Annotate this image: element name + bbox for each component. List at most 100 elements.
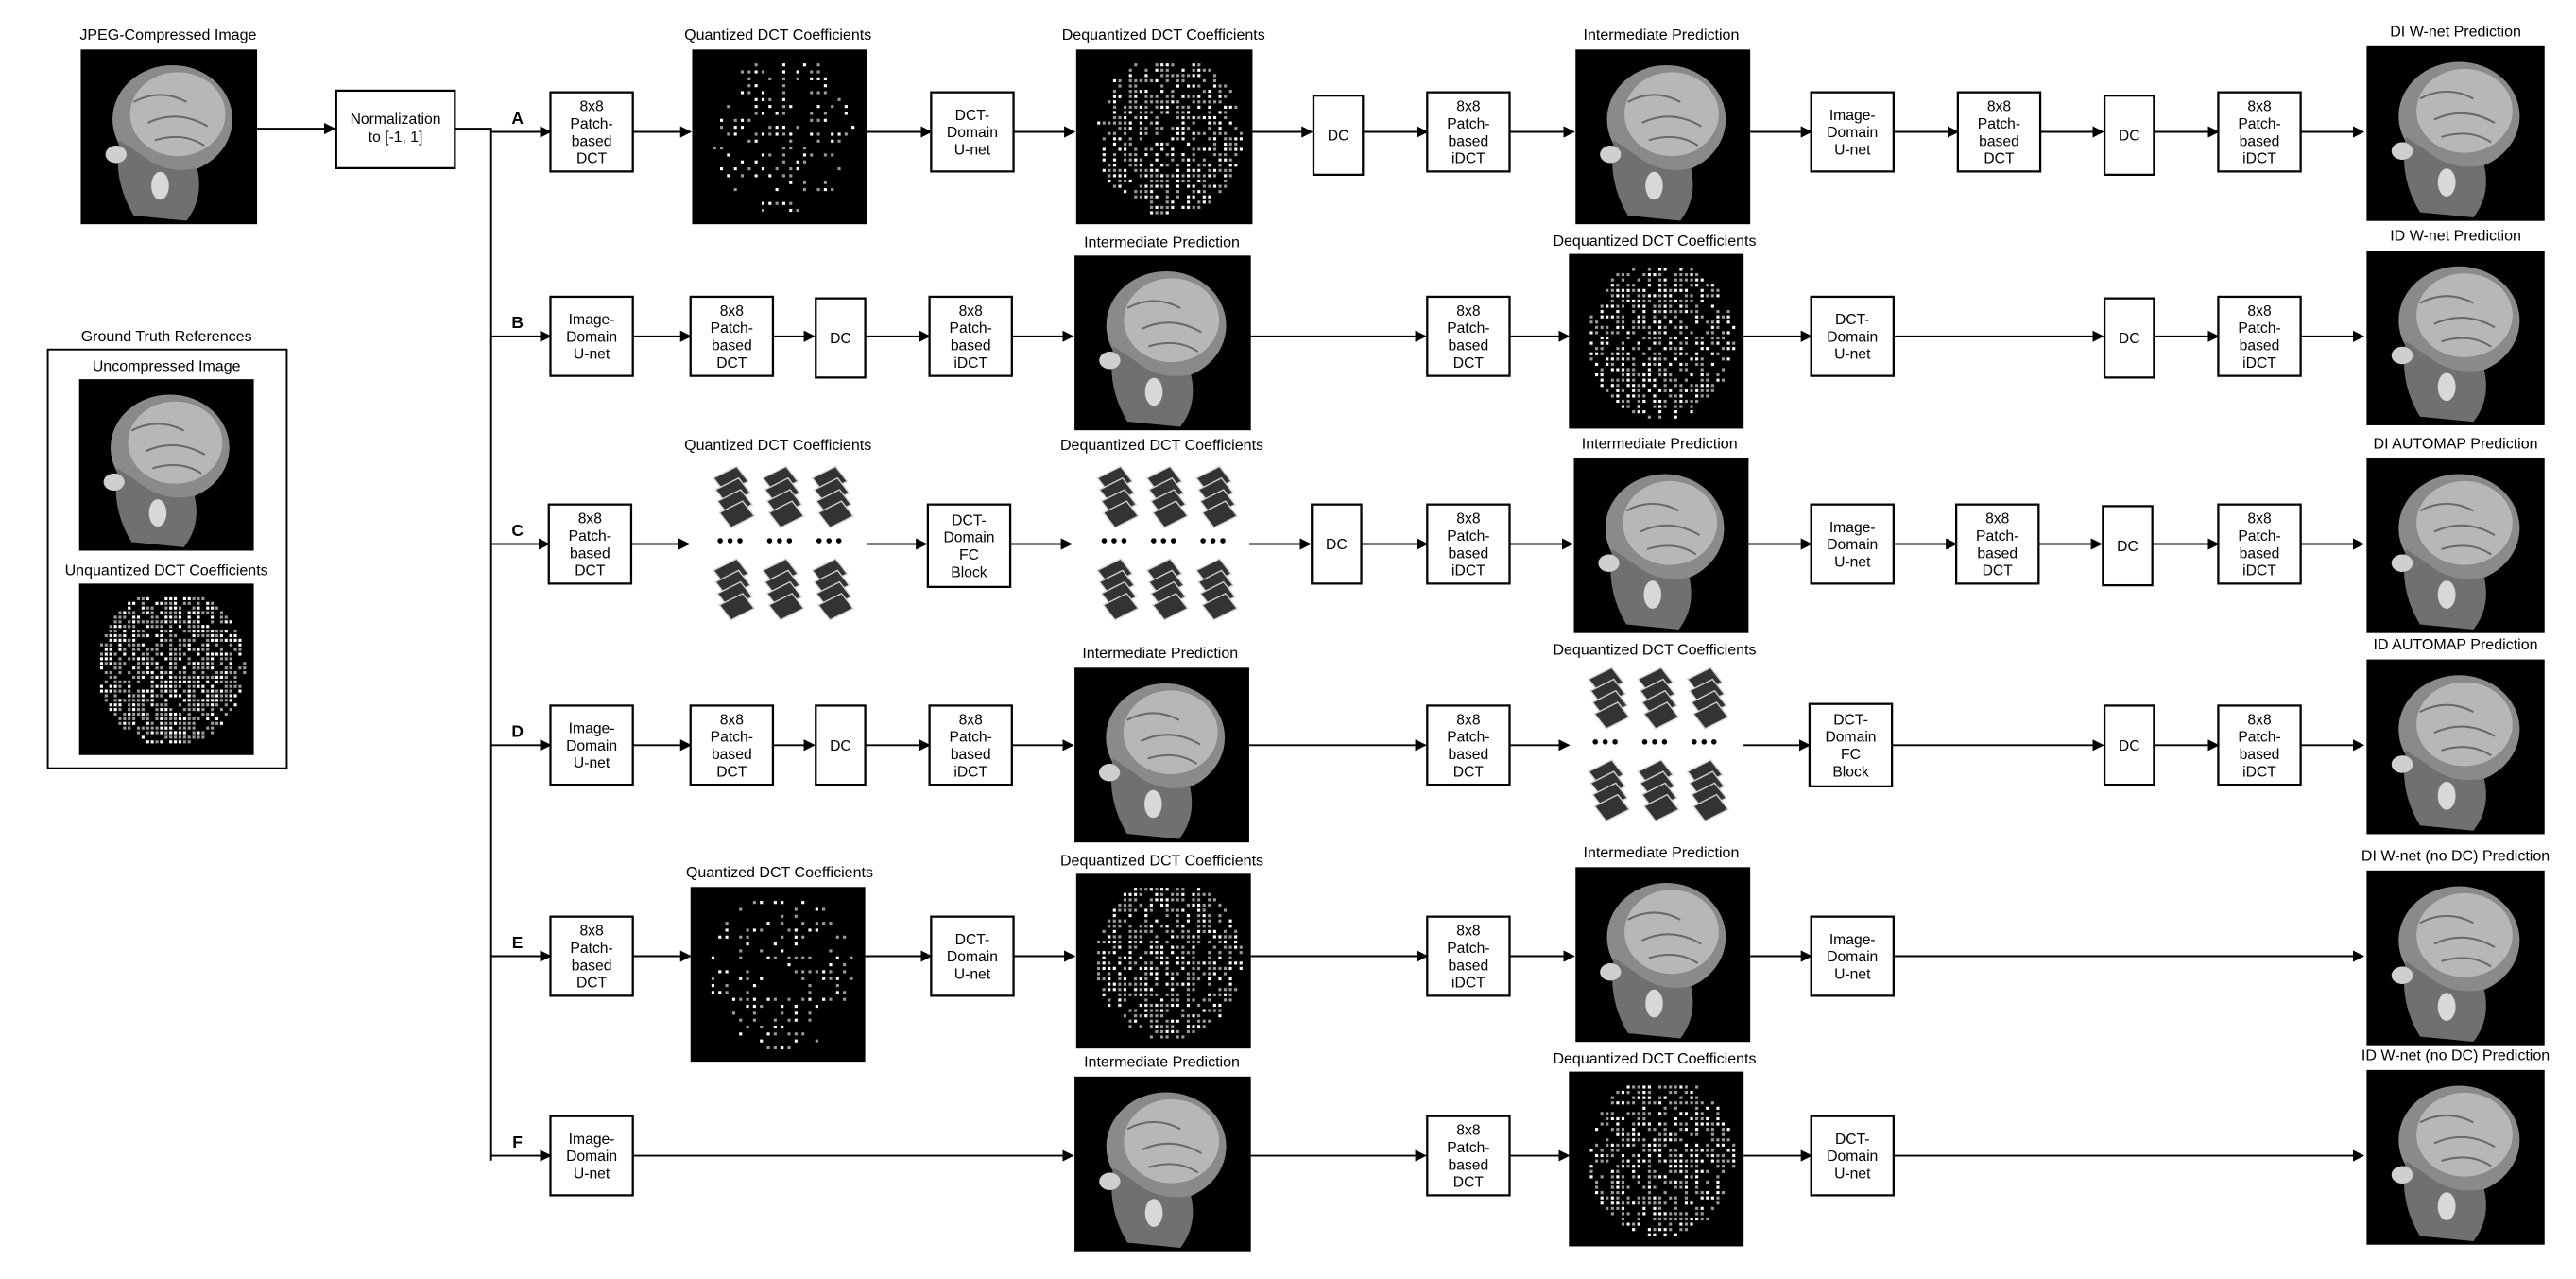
lane-label-d: D <box>511 722 524 741</box>
lane-label-b: B <box>511 313 524 332</box>
lane-b-dct2-block-label-line: based <box>1449 338 1489 354</box>
lane-c-dc-block-label-line: DC <box>1326 537 1348 553</box>
lane-f-dct-block-label-line: DCT <box>1453 1175 1485 1191</box>
lane-b-intermediate-caption: Intermediate Prediction <box>1084 234 1240 251</box>
output-caption-b: ID W-net Prediction <box>2390 228 2521 245</box>
lane-b-dct2-block-label-line: Patch- <box>1447 320 1489 337</box>
lane-d-image-unet-block-label-line: Image- <box>569 721 615 737</box>
lane-b-image-unet-block-label-line: U-net <box>574 347 610 363</box>
lane-f-image-unet-block-label-line: Domain <box>566 1149 617 1165</box>
lane-b-dct-block-label-line: Patch- <box>711 320 753 337</box>
lane-c-idct-block-label-line: iDCT <box>1451 563 1485 579</box>
lane-a-idct2-block-label-line: Patch- <box>2238 116 2280 132</box>
lane-d-idct2-block-label-line: 8x8 <box>2247 712 2272 728</box>
lane-a-quantized-caption: Quantized DCT Coefficients <box>684 26 871 43</box>
lane-b-dc-block: DC <box>815 297 867 379</box>
lane-c-dct-fc-block-label-line: FC <box>959 547 979 563</box>
lane-c-idct-block-label-line: based <box>1449 545 1489 562</box>
lane-b-dequantized-coefficients <box>1569 253 1744 429</box>
lane-b-image-unet-block-label-line: Image- <box>569 312 615 328</box>
lane-e-dequantized-caption: Dequantized DCT Coefficients <box>1060 853 1263 870</box>
output-caption-a: DI W-net Prediction <box>2390 23 2521 40</box>
lane-f-dequantized-caption: Dequantized DCT Coefficients <box>1553 1050 1756 1067</box>
lane-b-image-unet-block: Image-Domain U-net <box>549 295 634 377</box>
lane-d-image-unet-block-label-line: U-net <box>574 755 610 771</box>
lane-c-dct-fc-block-label-line: Domain <box>943 530 994 546</box>
lane-a-quantized-coefficients <box>692 49 867 225</box>
lane-c-image-unet-block-label-line: Domain <box>1827 537 1878 553</box>
lane-e-dct-block-label-line: 8x8 <box>579 924 604 940</box>
lane-f-intermediate-prediction <box>1074 1076 1251 1252</box>
lane-a-idct-block-label-line: based <box>1449 133 1489 149</box>
lane-d-dct2-block-label-line: DCT <box>1453 764 1485 780</box>
lane-c-intermediate-prediction <box>1573 458 1749 633</box>
input-caption: JPEG-Compressed Image <box>79 26 256 43</box>
lane-f-dct-unet-block-label-line: DCT- <box>1835 1132 1870 1148</box>
lane-f-image-unet-block-label-line: Image- <box>569 1132 615 1148</box>
output-caption-f: ID W-net (no DC) Prediction <box>2361 1046 2550 1063</box>
lane-b-dct-unet-block-label-line: Domain <box>1827 329 1878 345</box>
lane-c-dequantized-coefficient-stacks <box>1096 465 1239 621</box>
normalization-label-line: Normalization <box>351 112 441 128</box>
lane-f-dequantized-coefficients <box>1569 1071 1744 1247</box>
lane-b-dct2-block-label-line: 8x8 <box>1456 303 1481 320</box>
lane-b-dc-block-label-line: DC <box>830 331 851 347</box>
lane-e-image-unet-block-label-line: U-net <box>1834 966 1871 982</box>
lane-a-idct-block-label-line: 8x8 <box>1456 99 1481 115</box>
lane-a-dct2-block-label-line: Patch- <box>1978 116 2020 132</box>
lane-d-dc-block-label-line: DC <box>830 738 851 754</box>
lane-a-idct2-block-label-line: based <box>2240 133 2280 149</box>
lane-c-dct2-block-label-line: 8x8 <box>1985 511 2010 527</box>
uncompressed-caption: Uncompressed Image <box>93 357 241 374</box>
output-prediction-b <box>2366 251 2545 425</box>
lane-b-dct-block-label-line: 8x8 <box>720 303 745 320</box>
lane-b-dct-unet-block: DCT-Domain U-net <box>1810 295 1895 377</box>
lane-d-dct-block-label-line: based <box>712 747 752 763</box>
lane-c-dct-block-label-line: Patch- <box>569 528 611 544</box>
output-prediction-e <box>2366 870 2545 1046</box>
lane-b-idct-block-label-line: iDCT <box>953 355 987 372</box>
lane-a-dct2-block-label-line: DCT <box>1984 151 2015 167</box>
lane-label-f: F <box>512 1132 523 1151</box>
output-prediction-a <box>2366 45 2545 221</box>
lane-d-image-unet-block-label-line: Domain <box>566 738 617 754</box>
lane-e-dct-block-label-line: DCT <box>576 976 608 992</box>
lane-e-dct-block-label-line: Patch- <box>570 941 612 957</box>
lane-a-dct-unet-block-label-line: Domain <box>947 125 998 141</box>
lane-e-dct-unet-block-label-line: U-net <box>954 966 991 982</box>
lane-a-intermediate-prediction <box>1575 49 1751 225</box>
lane-c-dequantized-caption: Dequantized DCT Coefficients <box>1060 437 1263 454</box>
lane-label-e: E <box>512 933 524 952</box>
lane-d-dct2-block-label-line: 8x8 <box>1456 712 1481 728</box>
lane-c-dct2-block-label-line: Patch- <box>1976 528 2018 544</box>
lane-a-dct2-block-label-line: 8x8 <box>1987 99 2012 115</box>
lane-f-image-unet-block-label-line: U-net <box>574 1166 610 1182</box>
unquantized-coefficients <box>78 583 254 755</box>
lane-c-idct2-block-label-line: based <box>2240 545 2280 562</box>
lane-a-idct2-block-label-line: iDCT <box>2242 151 2276 167</box>
output-prediction-f <box>2366 1069 2545 1245</box>
lane-b-dc2-block: DC <box>2103 297 2155 379</box>
lane-c-dct-fc-block-label-line: DCT- <box>952 512 987 528</box>
lane-trunk <box>455 128 492 1161</box>
lane-b-dct-unet-block-label-line: DCT- <box>1835 312 1870 328</box>
lane-d-idct-block-label-line: 8x8 <box>959 712 984 728</box>
lane-d-dct-fc-block-label-line: DCT- <box>1833 712 1868 728</box>
unquantized-caption: Unquantized DCT Coefficients <box>65 562 268 579</box>
lane-e-quantized-caption: Quantized DCT Coefficients <box>686 864 873 881</box>
lane-a-dc-block: DC <box>1312 95 1365 176</box>
lane-a-dc2-block-label-line: DC <box>2119 129 2140 145</box>
